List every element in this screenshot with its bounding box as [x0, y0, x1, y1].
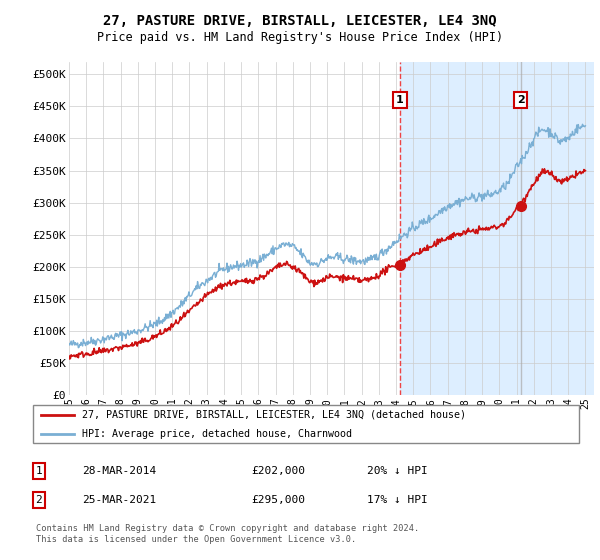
- Text: Contains HM Land Registry data © Crown copyright and database right 2024.
This d: Contains HM Land Registry data © Crown c…: [35, 524, 419, 544]
- Text: 27, PASTURE DRIVE, BIRSTALL, LEICESTER, LE4 3NQ (detached house): 27, PASTURE DRIVE, BIRSTALL, LEICESTER, …: [82, 409, 466, 419]
- Text: 27, PASTURE DRIVE, BIRSTALL, LEICESTER, LE4 3NQ: 27, PASTURE DRIVE, BIRSTALL, LEICESTER, …: [103, 14, 497, 28]
- Bar: [400, 62, 594, 395]
- Text: 1: 1: [35, 466, 42, 476]
- FancyBboxPatch shape: [33, 405, 579, 443]
- Text: £295,000: £295,000: [251, 495, 305, 505]
- Text: 20% ↓ HPI: 20% ↓ HPI: [367, 466, 427, 476]
- Text: 2: 2: [517, 95, 524, 105]
- Text: £202,000: £202,000: [251, 466, 305, 476]
- Text: HPI: Average price, detached house, Charnwood: HPI: Average price, detached house, Char…: [82, 429, 352, 439]
- Text: 1: 1: [396, 95, 404, 105]
- Text: 25-MAR-2021: 25-MAR-2021: [82, 495, 157, 505]
- Text: 2: 2: [35, 495, 42, 505]
- Text: 17% ↓ HPI: 17% ↓ HPI: [367, 495, 427, 505]
- Text: 28-MAR-2014: 28-MAR-2014: [82, 466, 157, 476]
- Text: Price paid vs. HM Land Registry's House Price Index (HPI): Price paid vs. HM Land Registry's House …: [97, 31, 503, 44]
